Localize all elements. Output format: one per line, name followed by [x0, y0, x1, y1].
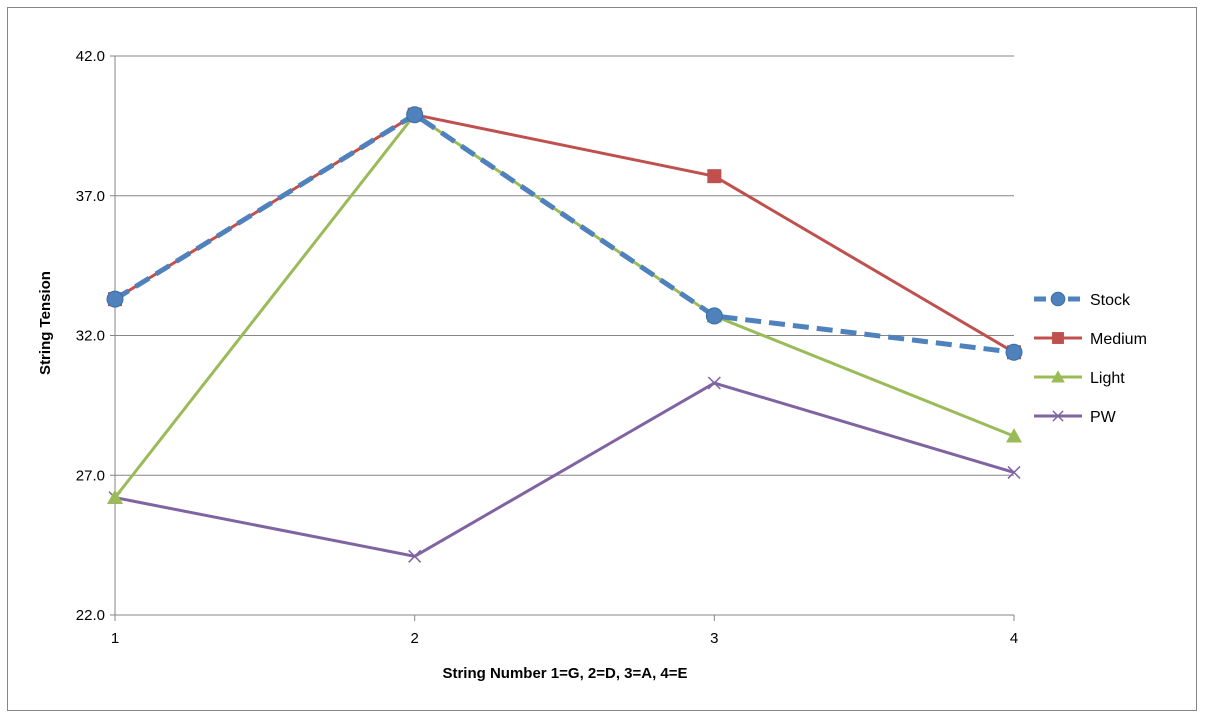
y-tick-label: 32.0	[76, 328, 105, 345]
x-tick-label: 2	[410, 630, 418, 647]
data-point-pw	[1007, 465, 1021, 479]
gridlines	[115, 55, 1014, 476]
data-point-pw	[408, 549, 422, 563]
legend-label-pw: PW	[1090, 409, 1117, 426]
y-tick-label: 27.0	[76, 467, 105, 484]
series-line-medium	[114, 113, 1015, 354]
data-point-stock	[1005, 343, 1023, 361]
series-layer	[106, 106, 1023, 563]
data-point-stock	[106, 290, 124, 308]
legend-item-medium: Medium	[1034, 331, 1147, 348]
series-line-light	[113, 113, 1015, 499]
legend-label-light: Light	[1090, 370, 1125, 387]
series-stock	[106, 106, 1023, 361]
legend-label-stock: Stock	[1090, 292, 1131, 309]
y-tick-label: 37.0	[76, 188, 105, 205]
legend-marker-medium	[1052, 332, 1064, 344]
x-tick-label: 1	[111, 630, 119, 647]
data-point-pw	[707, 376, 721, 390]
data-point-stock	[705, 307, 723, 325]
series-medium	[108, 107, 1021, 360]
series-line-pw	[114, 381, 1015, 558]
series-light	[107, 106, 1022, 505]
series-line-stock	[113, 112, 1015, 355]
chart-frame	[7, 7, 1197, 711]
x-tick-label: 3	[710, 630, 718, 647]
data-point-light	[1006, 428, 1022, 443]
x-axis-title: String Number 1=G, 2=D, 3=A, 4=E	[442, 665, 687, 682]
y-tick-label: 42.0	[76, 48, 105, 65]
legend-marker-pw	[1052, 410, 1064, 422]
x-tick-label: 4	[1010, 630, 1018, 647]
legend-item-light: Light	[1034, 370, 1125, 387]
y-tick-label: 22.0	[76, 607, 105, 624]
legend-item-stock: Stock	[1034, 291, 1131, 309]
data-point-light	[107, 489, 123, 505]
data-point-medium	[707, 169, 722, 184]
axes: 22.0 27.0 32.0 37.0 42.0 1 2 3 4	[76, 48, 1018, 647]
legend-label-medium: Medium	[1090, 331, 1147, 348]
series-pw	[108, 376, 1021, 563]
legend-marker-light	[1051, 370, 1065, 383]
legend-item-pw: PW	[1034, 409, 1117, 426]
data-point-stock	[406, 106, 424, 124]
y-axis-title: String Tension	[37, 271, 54, 375]
legend-marker-stock	[1050, 291, 1066, 307]
legend: Stock Medium Light PW	[1034, 291, 1147, 426]
